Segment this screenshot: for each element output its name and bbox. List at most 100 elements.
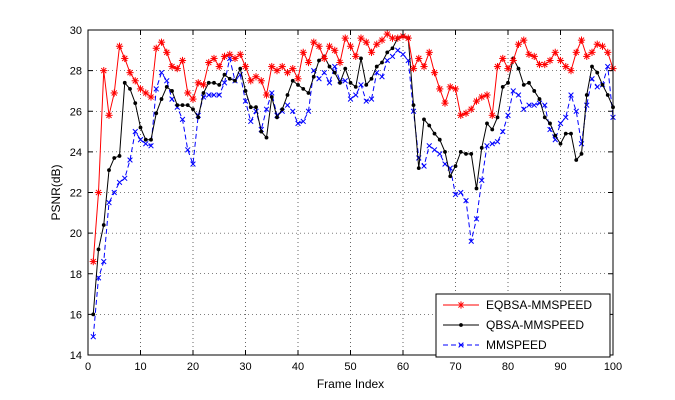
data-point — [551, 48, 559, 56]
data-point — [241, 62, 250, 71]
y-tick-label: 18 — [70, 269, 82, 281]
data-point — [390, 46, 395, 51]
data-point — [100, 258, 107, 265]
data-point — [233, 78, 237, 83]
data-point — [275, 115, 279, 120]
data-point — [147, 93, 155, 101]
data-point — [295, 120, 301, 127]
data-point — [315, 42, 323, 50]
data-point — [415, 54, 423, 63]
legend: EQBSA-MMSPEED QBSA-MMSPEED MMSPEED — [435, 293, 611, 358]
y-tick-label: 22 — [70, 188, 82, 200]
data-point — [217, 82, 222, 87]
data-point — [105, 111, 113, 119]
data-point — [94, 188, 103, 197]
data-point — [320, 54, 328, 63]
x-tick-label: 30 — [239, 361, 251, 373]
y-tick-label: 30 — [70, 25, 82, 37]
data-point — [579, 152, 584, 156]
legend-label: MMSPEED — [486, 338, 547, 352]
data-point — [163, 48, 171, 56]
data-point — [600, 82, 605, 87]
data-point — [201, 91, 206, 95]
data-point — [238, 66, 243, 71]
data-point — [569, 131, 573, 136]
data-point — [343, 66, 348, 71]
data-point — [290, 78, 295, 83]
data-point — [317, 58, 321, 63]
legend-marker — [459, 323, 463, 327]
data-point — [490, 127, 495, 132]
data-point — [548, 121, 552, 126]
data-point — [338, 80, 342, 85]
x-tick-label: 100 — [604, 361, 622, 373]
data-point — [117, 154, 122, 158]
data-point — [311, 74, 316, 79]
data-point — [604, 48, 612, 56]
data-point — [584, 93, 589, 97]
data-point — [563, 131, 568, 136]
data-point — [457, 189, 464, 196]
data-point — [136, 85, 145, 93]
data-point — [427, 123, 432, 128]
data-point — [604, 63, 611, 70]
data-point — [379, 73, 385, 80]
data-point — [248, 105, 253, 110]
data-point — [369, 76, 374, 81]
data-point — [409, 64, 418, 73]
data-point — [385, 50, 390, 55]
series-qbsa-mmspeed — [91, 34, 615, 317]
data-point — [341, 34, 349, 42]
data-point — [101, 223, 106, 227]
data-point — [300, 118, 307, 125]
data-point — [153, 86, 160, 92]
data-point — [521, 82, 526, 87]
data-point — [121, 175, 128, 182]
data-point — [185, 103, 190, 108]
series-line — [92, 35, 614, 315]
data-point — [142, 140, 149, 147]
data-point — [269, 95, 274, 99]
data-point — [316, 75, 322, 82]
x-tick-label: 10 — [134, 361, 146, 373]
data-point — [383, 30, 391, 38]
data-point — [567, 67, 575, 75]
data-point — [111, 189, 118, 196]
data-point — [436, 151, 443, 157]
data-point — [90, 333, 97, 340]
data-point — [227, 76, 232, 81]
data-point — [367, 48, 376, 56]
data-point — [180, 103, 185, 108]
data-point — [263, 106, 270, 112]
data-point — [116, 179, 123, 186]
data-point — [254, 105, 258, 110]
data-point — [520, 106, 527, 112]
data-point — [128, 87, 132, 91]
data-point — [278, 62, 286, 71]
legend-marker — [457, 301, 465, 309]
data-point — [331, 63, 338, 70]
data-point — [215, 62, 223, 71]
data-point — [572, 48, 580, 56]
data-point — [598, 42, 607, 50]
data-point — [268, 62, 276, 71]
data-point — [115, 42, 124, 50]
x-axis-label: Frame Index — [317, 377, 384, 391]
data-point — [205, 92, 212, 98]
data-point — [422, 117, 426, 122]
data-point — [285, 93, 290, 97]
data-point — [380, 60, 384, 65]
data-point — [562, 62, 570, 71]
data-point — [158, 69, 165, 76]
data-point — [411, 103, 416, 108]
data-point — [590, 64, 594, 69]
data-point — [472, 97, 481, 105]
data-point — [389, 53, 396, 60]
data-point — [268, 90, 275, 96]
data-point — [593, 40, 601, 48]
data-point — [452, 191, 459, 198]
data-point — [321, 69, 328, 76]
data-point — [247, 118, 254, 125]
y-tick-label: 26 — [70, 106, 82, 118]
